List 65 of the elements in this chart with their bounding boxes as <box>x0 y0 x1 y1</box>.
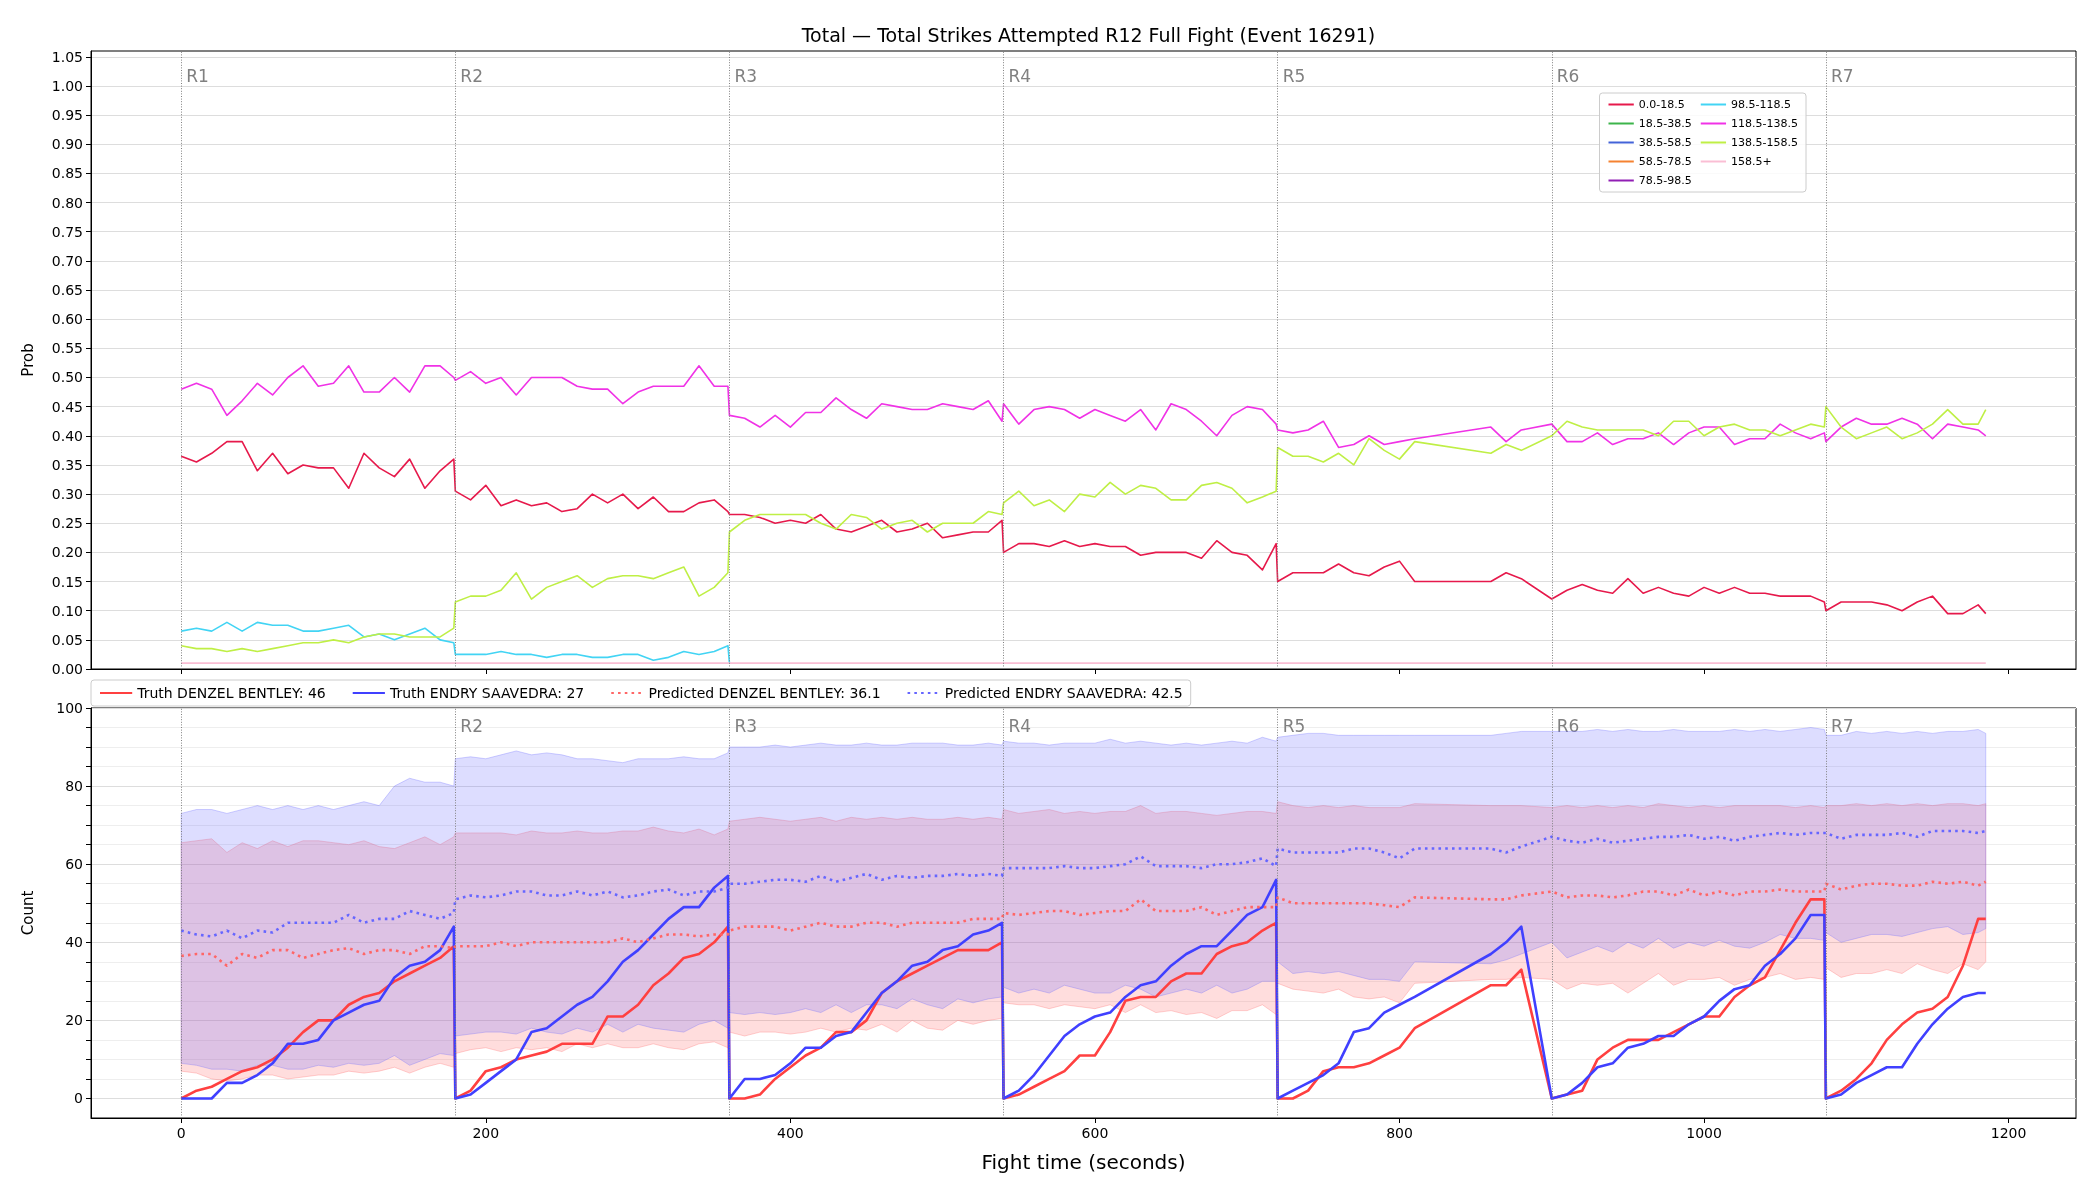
x-tick-label: 200 <box>472 1125 500 1141</box>
y-tick-label: 0.65 <box>51 282 83 299</box>
y-tick-label: 1.05 <box>51 48 83 65</box>
chart-title: Total — Total Strikes Attempted R12 Full Fight (Event 16291) <box>800 23 1376 46</box>
legend-label: 58.5-78.5 <box>1638 155 1692 168</box>
y-tick-label: 0.00 <box>51 661 83 677</box>
y-tick-label: 0.60 <box>51 311 83 328</box>
y-tick-label: 0.15 <box>51 573 83 590</box>
x-tick-label: 400 <box>776 1125 804 1141</box>
y-tick-label: 0.20 <box>51 544 83 561</box>
ref-line-label: R5 <box>1282 715 1306 736</box>
y-tick-label: 60 <box>65 856 83 873</box>
y-axis-title: Prob <box>18 343 37 377</box>
ref-line-label: R7 <box>1830 65 1854 86</box>
y-tick-label: 0.95 <box>51 107 83 124</box>
y-tick-label: 80 <box>65 778 83 795</box>
y-axis-title: Count <box>18 890 37 936</box>
x-tick-label: 0 <box>176 1125 186 1141</box>
ref-line-label: R3 <box>734 715 758 736</box>
ref-line-label: R2 <box>460 715 483 736</box>
legend-label: Truth DENZEL BENTLEY: 46 <box>136 685 326 701</box>
legend-label: Predicted DENZEL BENTLEY: 36.1 <box>648 685 881 701</box>
y-tick-label: 0.55 <box>51 340 83 357</box>
ref-line-label: R2 <box>460 65 483 86</box>
y-tick-label: 0.45 <box>51 398 83 415</box>
y-tick-label: 0.70 <box>51 252 83 269</box>
y-tick-label: 0.05 <box>51 631 83 648</box>
legend-label: 98.5-118.5 <box>1731 98 1791 111</box>
legend-label: 18.5-38.5 <box>1638 117 1692 130</box>
y-tick-label: 0.50 <box>51 369 83 386</box>
y-tick-label: 20 <box>65 1012 83 1029</box>
y-tick-label: 0.25 <box>51 515 83 532</box>
x-axis-title: Fight time (seconds) <box>981 1150 1186 1174</box>
y-tick-label: 0.30 <box>51 486 83 503</box>
ref-line-label: R5 <box>1282 65 1306 86</box>
y-tick-label: 0.80 <box>51 194 83 211</box>
ref-line-label: R4 <box>1008 715 1032 736</box>
y-tick-label: 0.75 <box>51 223 83 240</box>
ref-line-label: R6 <box>1556 715 1580 736</box>
y-tick-label: 0.40 <box>51 427 83 444</box>
y-tick-label: 100 <box>56 700 83 716</box>
legend-label: 0.0-18.5 <box>1638 98 1685 111</box>
legend-label: 138.5-158.5 <box>1731 136 1798 149</box>
y-tick-label: 0.35 <box>51 456 83 473</box>
legend-label: 78.5-98.5 <box>1638 174 1692 187</box>
y-tick-label: 1.00 <box>51 77 83 94</box>
ref-line-label: R3 <box>734 65 758 86</box>
legend-label: 118.5-138.5 <box>1731 117 1798 130</box>
ref-line-label: R1 <box>186 65 209 86</box>
ref-line-label: R7 <box>1830 715 1854 736</box>
legend-label: 158.5+ <box>1731 155 1772 168</box>
x-tick-label: 1000 <box>1686 1125 1722 1141</box>
x-tick-label: 800 <box>1386 1125 1413 1141</box>
ref-line-label: R6 <box>1556 65 1580 86</box>
ref-line-label: R4 <box>1008 65 1032 86</box>
y-tick-label: 0.85 <box>51 165 83 182</box>
y-tick-label: 40 <box>65 934 83 951</box>
legend-label: Predicted ENDRY SAAVEDRA: 42.5 <box>944 685 1183 701</box>
x-tick-label: 1200 <box>1990 1125 2027 1141</box>
y-tick-label: 0.90 <box>51 136 83 153</box>
x-tick-label: 600 <box>1081 1125 1109 1141</box>
y-tick-label: 0 <box>74 1090 83 1107</box>
legend-label: Truth ENDRY SAAVEDRA: 27 <box>388 685 585 701</box>
y-tick-label: 0.10 <box>51 602 83 619</box>
legend-label: 38.5-58.5 <box>1638 136 1692 149</box>
